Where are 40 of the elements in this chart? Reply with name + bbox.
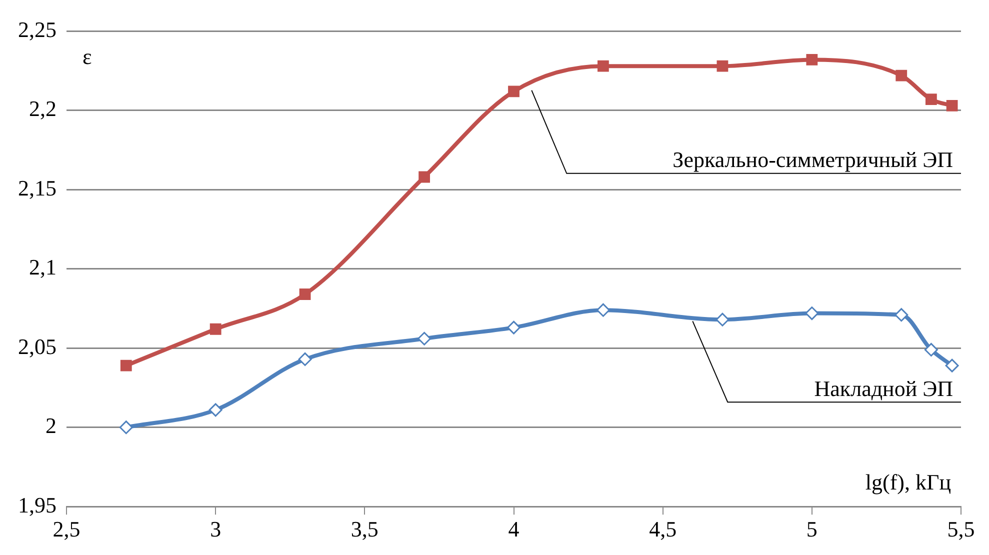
y-tick-label: 2,25 [18,16,56,42]
x-tick-label: 2,5 [52,516,80,542]
point [894,308,908,322]
point [945,358,959,372]
point [120,360,132,372]
series-label: Накладной ЭП [814,376,954,401]
point [418,332,432,346]
y-tick-label: 1,95 [18,492,56,518]
point [298,352,312,366]
point [946,100,958,112]
series-label: Зеркально-симметричный ЭП [672,147,954,172]
y-tick-label: 2,2 [29,96,56,122]
point [507,320,520,334]
point [208,403,222,417]
y-tick-label: 2 [46,413,56,438]
y-tick-label: 2,1 [29,254,56,280]
y-tick-label: 2,05 [18,334,56,359]
y-axis-title: ε [82,44,92,69]
point [896,70,908,82]
x-tick-label: 5,5 [947,516,975,542]
point [418,171,430,183]
x-tick-label: 4 [508,516,520,542]
point [805,306,819,320]
point [210,323,222,335]
point [716,312,730,326]
point [299,288,311,300]
point [925,94,937,106]
point [806,54,818,66]
x-axis-title: lg(f), kГц [865,469,952,494]
x-tick-label: 5 [806,516,818,542]
point [598,60,609,72]
x-tick-label: 4,5 [649,516,677,542]
x-tick-label: 3 [210,516,222,542]
point [119,420,133,434]
x-tick-label: 3,5 [350,516,378,542]
point [596,303,610,317]
point [924,342,938,356]
y-tick-label: 2,15 [18,175,56,200]
point [508,86,520,98]
point [716,60,728,72]
